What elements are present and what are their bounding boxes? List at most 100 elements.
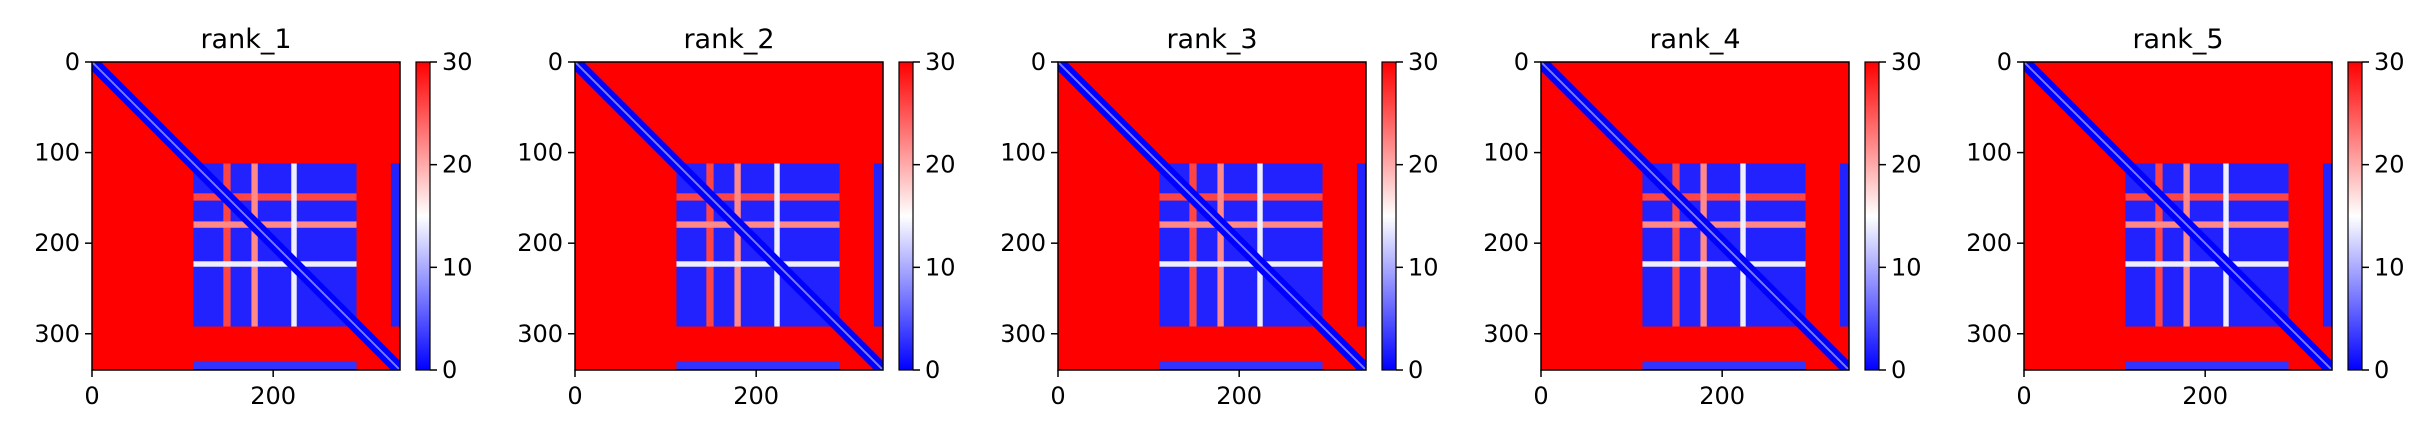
colorbar-tick-label: 30: [442, 48, 473, 76]
heatmap-gap-col-2: [734, 163, 741, 327]
heatmap-diagonal-halo: [2024, 62, 2332, 370]
colorbar: [415, 61, 431, 371]
heatmap-gap-row-3: [193, 261, 357, 267]
colorbar: [898, 61, 914, 371]
axes-frame: [1540, 61, 1850, 371]
heatmap-gap-row-2: [193, 221, 357, 228]
heatmap-gap-col-1: [1189, 163, 1197, 327]
heatmap-block-3: [1159, 360, 1323, 370]
axes-frame: [574, 61, 884, 371]
heatmap-gap-row-3: [2125, 261, 2289, 267]
heatmap-gap-row-2: [1642, 221, 1806, 228]
colorbar-tick-label: 10: [925, 253, 956, 281]
heatmap-gap-col-3: [2223, 163, 2229, 327]
heatmap-block-3: [2125, 360, 2289, 370]
colorbar-tick-label: 0: [2374, 356, 2389, 384]
y-tick-label: 0: [65, 48, 80, 76]
y-tick-label: 300: [1966, 320, 2012, 348]
heatmap-gap-col-3: [1740, 163, 1746, 327]
colorbar-tick-label: 0: [1408, 356, 1423, 384]
heatmap-panel-2: rank_2 0 100 200 300 0 200 0 10 20 30: [517, 24, 955, 410]
heatmap-gap-row-3: [1642, 261, 1806, 267]
heatmap-block-3: [676, 360, 840, 370]
y-tick-label: 200: [34, 229, 80, 257]
y-tick-label: 0: [548, 48, 563, 76]
heatmap-cells: [92, 62, 400, 370]
heatmap-gap-col-1: [1672, 163, 1680, 327]
heatmap-block-2: [390, 163, 400, 327]
heatmap-panel-4: rank_4 0 100 200 300 0 200 0 10 20 30: [1483, 24, 1921, 410]
x-tick-label: 200: [1699, 382, 1745, 410]
y-tick-label: 100: [1966, 139, 2012, 167]
heatmap-gap-col-3: [1257, 163, 1263, 327]
colorbar-tick-label: 20: [925, 151, 956, 179]
x-tick-label: 200: [733, 382, 779, 410]
colorbar: [1381, 61, 1397, 371]
heatmap-gap-col-1: [706, 163, 714, 327]
y-tick-label: 100: [1483, 139, 1529, 167]
y-tick-label: 100: [517, 139, 563, 167]
heatmap-gap-col-1: [2155, 163, 2163, 327]
y-tick-label: 100: [1000, 139, 1046, 167]
x-tick-label: 200: [1216, 382, 1262, 410]
heatmap-gap-row-3: [676, 261, 840, 267]
axes-frame: [2023, 61, 2333, 371]
y-tick-label: 300: [517, 320, 563, 348]
colorbar-tick-label: 30: [925, 48, 956, 76]
y-tick-label: 0: [1031, 48, 1046, 76]
y-tick-label: 300: [1000, 320, 1046, 348]
colorbar-tick-label: 30: [2374, 48, 2405, 76]
heatmap-gap-row-2: [676, 221, 840, 228]
heatmap-gap-col-2: [1217, 163, 1224, 327]
heatmap-panel-3: rank_3 0 100 200 300 0 200 0 10 20 30: [1000, 24, 1438, 410]
heatmap-gap-row-2: [1159, 221, 1323, 228]
heatmap-gap-col-2: [1700, 163, 1707, 327]
heatmap-block-2: [873, 163, 883, 327]
y-tick-label: 0: [1514, 48, 1529, 76]
y-tick-label: 300: [1483, 320, 1529, 348]
colorbar-tick-label: 0: [442, 356, 457, 384]
chart-title: rank_5: [2132, 24, 2223, 55]
heatmap-gap-row-1: [193, 193, 357, 201]
heatmap-gap-row-1: [1642, 193, 1806, 201]
heatmap-cells: [2024, 62, 2332, 370]
chart-title: rank_2: [683, 24, 774, 55]
colorbar: [2347, 61, 2363, 371]
colorbar-tick-label: 30: [1891, 48, 1922, 76]
heatmap-block-2: [1839, 163, 1849, 327]
heatmap-gap-col-1: [223, 163, 231, 327]
heatmap-panel-5: rank_5 0 100 200 300 0 200 0 10 20 30: [1966, 24, 2404, 410]
y-tick-label: 200: [1483, 229, 1529, 257]
colorbar-tick-label: 20: [2374, 151, 2405, 179]
colorbar-tick-label: 30: [1408, 48, 1439, 76]
heatmap-cells: [1541, 62, 1849, 370]
heatmap-block-3: [193, 360, 357, 370]
x-tick-label: 0: [1050, 382, 1065, 410]
heatmap-cells: [575, 62, 883, 370]
x-tick-label: 0: [2016, 382, 2031, 410]
chart-title: rank_3: [1166, 24, 1257, 55]
heatmap-diagonal-halo: [1058, 62, 1366, 370]
heatmap-gap-col-2: [251, 163, 258, 327]
colorbar-tick-label: 20: [1891, 151, 1922, 179]
x-tick-label: 200: [250, 382, 296, 410]
chart-title: rank_1: [200, 24, 291, 55]
x-tick-label: 0: [567, 382, 582, 410]
heatmap-block-2: [2322, 163, 2332, 327]
heatmap-diagonal-halo: [92, 62, 400, 370]
colorbar-tick-label: 10: [1891, 253, 1922, 281]
chart-title: rank_4: [1649, 24, 1740, 55]
x-tick-label: 0: [84, 382, 99, 410]
axes-frame: [91, 61, 401, 371]
axes-frame: [1057, 61, 1367, 371]
y-tick-label: 100: [34, 139, 80, 167]
heatmap-cells: [1058, 62, 1366, 370]
colorbar-tick-label: 10: [442, 253, 473, 281]
heatmap-panel-1: rank_1 0 100 200 300 0 200 0 10 20 30: [34, 24, 472, 410]
heatmap-gap-col-3: [774, 163, 780, 327]
colorbar-tick-label: 10: [1408, 253, 1439, 281]
x-tick-label: 200: [2182, 382, 2228, 410]
y-tick-label: 200: [1966, 229, 2012, 257]
y-tick-label: 0: [1997, 48, 2012, 76]
x-tick-label: 0: [1533, 382, 1548, 410]
